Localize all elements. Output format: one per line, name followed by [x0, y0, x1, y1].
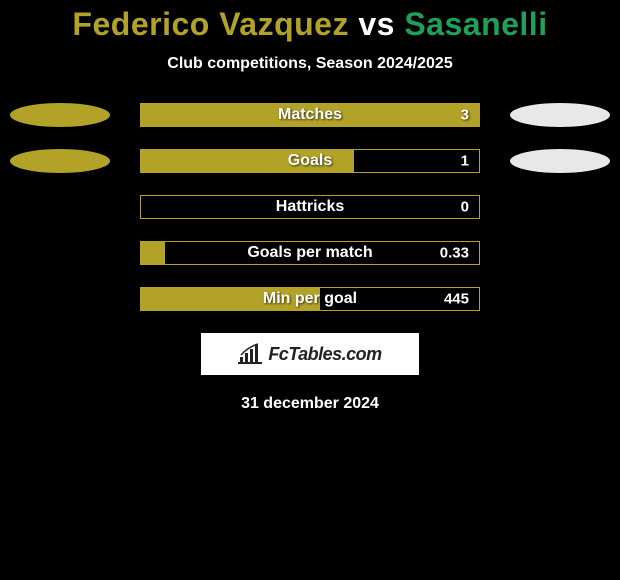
stat-bar: Goals per match 0.33 [140, 241, 480, 265]
stat-label: Goals [288, 152, 332, 170]
stat-row: Hattricks 0 [0, 195, 620, 219]
stat-bar: Goals 1 [140, 149, 480, 173]
stat-value: 0.33 [440, 245, 469, 262]
stat-row: Min per goal 445 [0, 287, 620, 311]
player2-name: Sasanelli [404, 6, 547, 42]
fctables-logo: FcTables.com [238, 343, 381, 365]
stats-list: Matches 3 Goals 1 Hattricks 0 Goals per match 0… [0, 103, 620, 311]
stat-value: 445 [444, 291, 469, 308]
date: 31 december 2024 [0, 395, 620, 413]
comparison-card: Federico Vazquez vs Sasanelli Club compe… [0, 0, 620, 413]
stat-label: Hattricks [276, 198, 344, 216]
stat-bar: Min per goal 445 [140, 287, 480, 311]
player1-name: Federico Vazquez [72, 6, 349, 42]
stat-label: Matches [278, 106, 342, 124]
stat-row: Goals 1 [0, 149, 620, 173]
player2-marker [510, 103, 610, 127]
stat-value: 0 [461, 199, 469, 216]
stat-value: 1 [461, 153, 469, 170]
subtitle: Club competitions, Season 2024/2025 [0, 55, 620, 73]
stat-value: 3 [461, 107, 469, 124]
stat-label: Goals per match [247, 244, 372, 262]
stat-bar: Hattricks 0 [140, 195, 480, 219]
vs-separator: vs [358, 6, 395, 42]
stat-row: Matches 3 [0, 103, 620, 127]
player1-marker [10, 149, 110, 173]
player2-marker [510, 149, 610, 173]
stat-label: Min per goal [263, 290, 357, 308]
bar-chart-icon [238, 343, 264, 365]
stat-row: Goals per match 0.33 [0, 241, 620, 265]
footer-banner: FcTables.com [201, 333, 419, 375]
footer-brand-text: FcTables.com [268, 344, 381, 365]
stat-bar-fill [141, 242, 165, 264]
page-title: Federico Vazquez vs Sasanelli [0, 6, 620, 43]
stat-bar: Matches 3 [140, 103, 480, 127]
player1-marker [10, 103, 110, 127]
